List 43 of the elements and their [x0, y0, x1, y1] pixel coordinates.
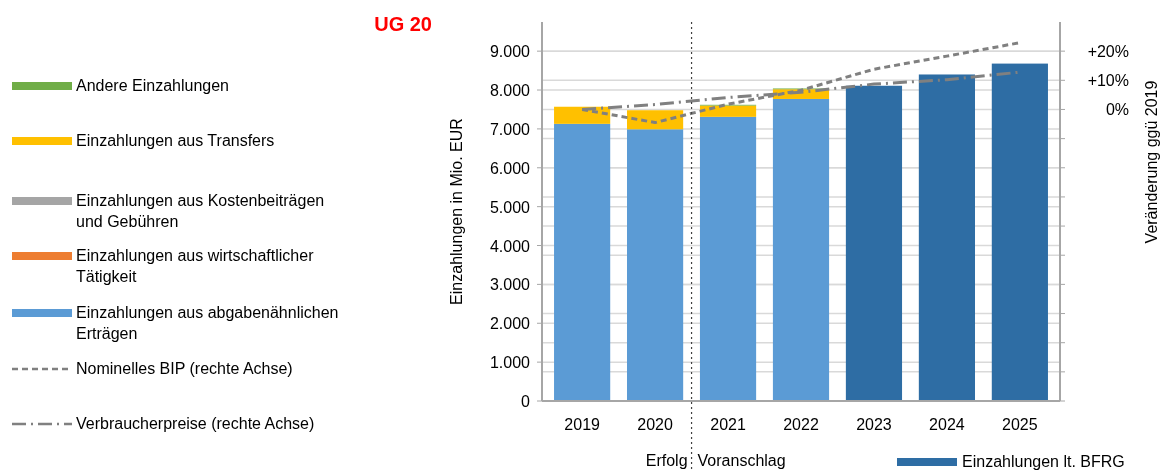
x-tick-label: 2019 — [564, 416, 601, 433]
y-tick-label: 7.000 — [489, 120, 531, 138]
legend-label: Verbraucherpreise (rechte Achse) — [76, 415, 315, 432]
bar — [627, 129, 684, 401]
bar — [845, 85, 903, 401]
x-tick-label: 2022 — [783, 416, 819, 433]
y-tick-label: 1.000 — [489, 354, 531, 372]
y-tick-label: 2.000 — [489, 315, 531, 333]
y-tick-label: 4.000 — [489, 237, 531, 255]
legend-label: Andere Einzahlungen — [76, 77, 230, 94]
y2-axis-title: Veränderung ggü 2019 — [1143, 80, 1160, 244]
legend-label: Einzahlungen lt. BFRG — [962, 453, 1125, 470]
legend-label: Nominelles BIP (rechte Achse) — [76, 360, 293, 377]
x-tick-label: 2023 — [856, 416, 892, 433]
bar — [699, 105, 757, 117]
y-tick-label: 3.000 — [489, 276, 531, 294]
y2-tick-label: +10% — [1087, 72, 1129, 90]
y-tick-label: 5.000 — [489, 198, 531, 216]
legend-label: Einzahlungen aus Transfers — [76, 132, 275, 149]
chart-title: UG 20 — [374, 13, 432, 35]
y-axis-title: Einzahlungen in Mio. EUR — [448, 118, 465, 305]
bar — [772, 98, 830, 401]
bar — [554, 106, 611, 124]
x-tick-label: 2021 — [710, 416, 746, 433]
legend-label: Einzahlungen aus abgabenähnlichen Erträgen — [76, 304, 339, 342]
legend-label: Einzahlungen aus Kostenbeiträgen und Gebühren — [76, 192, 325, 230]
legend-label: Einzahlungen aus wirtschaftlicher Tätigkeit — [76, 247, 315, 285]
y2-tick-label: +20% — [1087, 43, 1129, 61]
bar — [918, 74, 975, 401]
x-tick-label: 2025 — [1002, 416, 1038, 433]
y-tick-label: 9.000 — [489, 43, 531, 61]
y2-tick-label: 0% — [1105, 101, 1129, 119]
y-tick-label: 0 — [521, 393, 531, 410]
y-tick-label: 6.000 — [489, 159, 531, 177]
x-tick-label: 2020 — [637, 416, 673, 433]
x-tick-label: 2024 — [929, 416, 965, 433]
bar — [991, 63, 1048, 401]
bar — [627, 110, 684, 130]
text: Voranschlag — [697, 452, 786, 469]
text: Erfolg — [645, 452, 688, 469]
bar — [699, 116, 757, 401]
y-tick-label: 8.000 — [489, 82, 531, 100]
bar — [554, 123, 611, 401]
